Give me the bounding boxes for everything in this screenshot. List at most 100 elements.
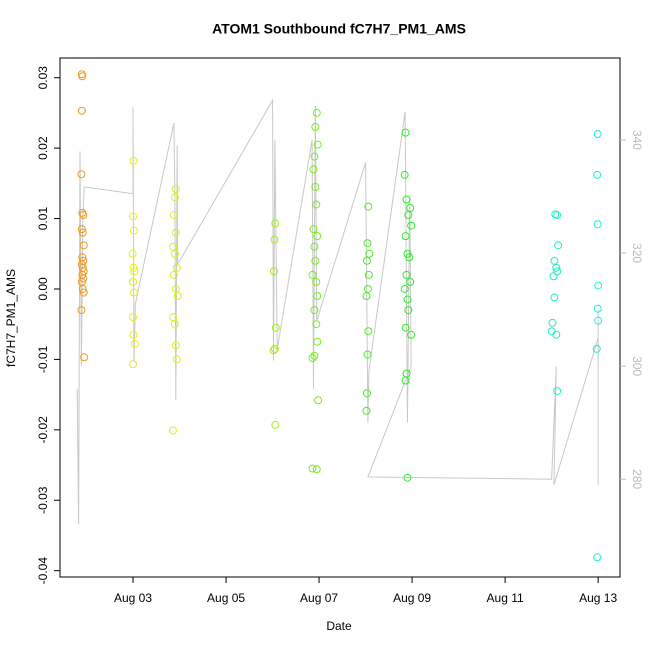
y-tick-label: 0.00 bbox=[36, 277, 50, 301]
point bbox=[362, 292, 371, 301]
point bbox=[313, 292, 322, 301]
plot-box bbox=[59, 57, 621, 578]
point bbox=[553, 211, 562, 220]
y2-tick-label: 340 bbox=[630, 130, 644, 150]
point bbox=[172, 355, 181, 364]
y2-tick-label: 280 bbox=[630, 469, 644, 489]
point bbox=[77, 170, 86, 179]
point bbox=[550, 293, 559, 302]
point bbox=[130, 267, 139, 276]
point bbox=[402, 195, 411, 204]
point bbox=[129, 330, 138, 339]
point bbox=[169, 211, 178, 220]
point bbox=[403, 473, 412, 482]
point bbox=[549, 272, 558, 281]
point bbox=[552, 263, 561, 272]
x-tick-label: Aug 09 bbox=[393, 591, 431, 605]
point bbox=[270, 235, 279, 244]
y-tick-label: -0.04 bbox=[36, 557, 50, 585]
point bbox=[554, 241, 563, 250]
point bbox=[364, 270, 373, 279]
point bbox=[593, 553, 602, 562]
point bbox=[129, 313, 138, 322]
point bbox=[80, 353, 89, 362]
point bbox=[311, 182, 320, 191]
point bbox=[128, 249, 137, 258]
point bbox=[363, 350, 372, 359]
point bbox=[77, 225, 86, 234]
point bbox=[402, 369, 411, 378]
point bbox=[312, 108, 321, 117]
point bbox=[308, 353, 317, 362]
point bbox=[171, 228, 180, 237]
point bbox=[404, 306, 413, 315]
y-tick-label: -0.02 bbox=[36, 416, 50, 444]
y-tick-label: 0.01 bbox=[36, 207, 50, 231]
y-tick-label: 0.03 bbox=[36, 66, 50, 90]
chart-title: ATOM1 Southbound fC7H7_PM1_AMS bbox=[212, 21, 466, 37]
point bbox=[311, 256, 320, 265]
point bbox=[407, 330, 416, 339]
point bbox=[310, 351, 319, 360]
point bbox=[311, 123, 320, 132]
point bbox=[77, 306, 86, 315]
point bbox=[129, 263, 138, 272]
x-tick-label: Aug 05 bbox=[207, 591, 245, 605]
point bbox=[169, 270, 178, 279]
point bbox=[170, 193, 179, 202]
point bbox=[77, 260, 86, 269]
point bbox=[313, 337, 322, 346]
point bbox=[593, 130, 602, 139]
point bbox=[270, 344, 279, 353]
point bbox=[310, 152, 319, 161]
point bbox=[362, 389, 371, 398]
point bbox=[269, 346, 278, 355]
point bbox=[552, 330, 561, 339]
point bbox=[547, 327, 556, 336]
point bbox=[130, 339, 139, 348]
y-tick-label: -0.01 bbox=[36, 345, 50, 373]
point bbox=[404, 211, 413, 220]
point bbox=[313, 140, 322, 149]
point bbox=[312, 200, 321, 209]
point bbox=[129, 226, 138, 235]
point bbox=[79, 241, 88, 250]
point bbox=[593, 220, 602, 229]
x-tick-label: Aug 07 bbox=[300, 591, 338, 605]
point bbox=[269, 267, 278, 276]
point bbox=[312, 277, 321, 286]
point bbox=[129, 212, 138, 221]
point bbox=[400, 170, 409, 179]
point bbox=[364, 202, 373, 211]
point bbox=[171, 184, 180, 193]
point bbox=[271, 323, 280, 332]
point bbox=[403, 295, 412, 304]
point bbox=[407, 221, 416, 230]
point bbox=[362, 256, 371, 265]
point bbox=[406, 277, 415, 286]
y-tick-label: 0.02 bbox=[36, 136, 50, 160]
y2-tick-label: 300 bbox=[630, 356, 644, 376]
point bbox=[402, 270, 411, 279]
point bbox=[406, 203, 415, 212]
point bbox=[310, 306, 319, 315]
y2-tick-label: 320 bbox=[630, 243, 644, 263]
point bbox=[171, 341, 180, 350]
point bbox=[401, 128, 410, 137]
point bbox=[173, 292, 182, 301]
point bbox=[308, 270, 317, 279]
point bbox=[401, 323, 410, 332]
point bbox=[592, 344, 601, 353]
point bbox=[401, 232, 410, 241]
point bbox=[314, 396, 323, 405]
point bbox=[594, 281, 603, 290]
x-tick-label: Aug 11 bbox=[487, 591, 524, 605]
point bbox=[79, 274, 88, 283]
y-axis-title: fC7H7_PM1_AMS bbox=[4, 269, 18, 367]
point bbox=[170, 249, 179, 258]
point bbox=[594, 316, 603, 325]
point bbox=[593, 304, 602, 313]
x-tick-label: Aug 03 bbox=[114, 591, 152, 605]
point bbox=[308, 464, 317, 473]
